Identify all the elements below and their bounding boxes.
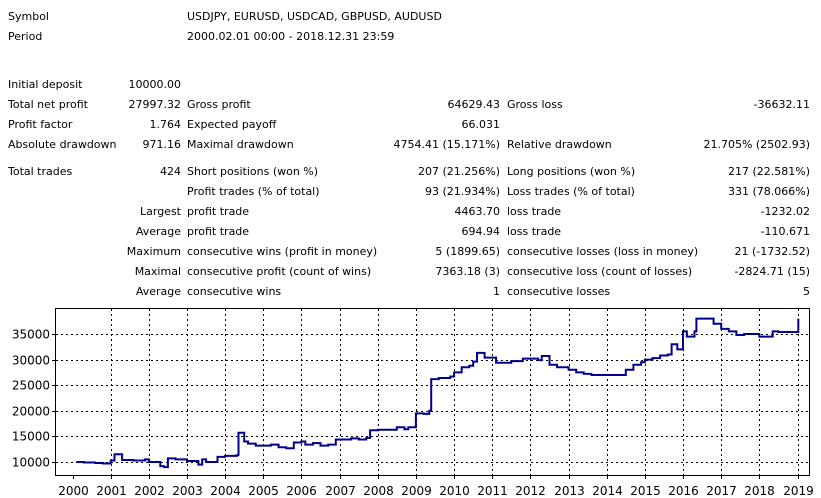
profit-factor-label: Profit factor <box>8 118 73 131</box>
y-tick-label: 25000 <box>12 379 50 393</box>
expected-payoff-value: 66.031 <box>461 118 501 131</box>
profit-factor-value: 1.764 <box>149 118 182 131</box>
short-positions-label: Short positions (won %) <box>187 165 319 178</box>
average-profit-value: 694.94 <box>461 225 501 238</box>
expected-payoff-label: Expected payoff <box>187 118 277 131</box>
symbol-value: USDJPY, EURUSD, USDCAD, GBPUSD, AUDUSD <box>187 10 442 23</box>
x-tick-label: 2000 <box>58 484 89 498</box>
gross-loss-label: Gross loss <box>507 98 563 111</box>
gross-profit-value: 64629.43 <box>447 98 501 111</box>
largest-loss-value: -1232.02 <box>760 205 810 218</box>
period-value: 2000.02.01 00:00 - 2018.12.31 23:59 <box>187 30 395 43</box>
profit-trades-label: Profit trades (% of total) <box>187 185 320 198</box>
avg-consec-label: Average <box>135 285 181 298</box>
total-net-profit-label: Total net profit <box>8 98 88 111</box>
maximal-consec-profit-label: consecutive profit (count of wins) <box>187 265 372 278</box>
average-loss-value: -110.671 <box>760 225 810 238</box>
symbol-label: Symbol <box>8 10 49 23</box>
x-tick-label: 2001 <box>96 484 127 498</box>
y-tick-label: 15000 <box>12 430 50 444</box>
balance-chart-frame <box>55 308 810 476</box>
loss-trades-value: 331 (78.066%) <box>727 185 810 198</box>
x-tick-label: 2009 <box>401 484 432 498</box>
maximum-label: Maximum <box>126 245 181 258</box>
x-tick-label: 2011 <box>477 484 508 498</box>
avg-consec-wins-label: consecutive wins <box>187 285 282 298</box>
short-positions-value: 207 (21.256%) <box>417 165 500 178</box>
maximal-drawdown-label: Maximal drawdown <box>187 138 294 151</box>
relative-drawdown-label: Relative drawdown <box>507 138 612 151</box>
relative-drawdown-value: 21.705% (2502.93) <box>703 138 810 151</box>
total-trades-value: 424 <box>160 165 181 178</box>
y-tick-label: 35000 <box>12 328 50 342</box>
average-loss-label: loss trade <box>507 225 562 238</box>
period-label: Period <box>8 30 43 43</box>
gross-profit-label: Gross profit <box>187 98 251 111</box>
largest-profit-label: profit trade <box>187 205 250 218</box>
maximal-consec-loss-label: consecutive loss (count of losses) <box>507 265 693 278</box>
maximal-label: Maximal <box>134 265 181 278</box>
absolute-drawdown-value: 971.16 <box>142 138 182 151</box>
loss-trades-label: Loss trades (% of total) <box>507 185 635 198</box>
y-tick-label: 30000 <box>12 354 50 368</box>
maximal-consec-profit-value: 7363.18 (3) <box>435 265 500 278</box>
x-tick-label: 2008 <box>363 484 394 498</box>
avg-consec-losses-label: consecutive losses <box>507 285 611 298</box>
y-tick-label: 20000 <box>12 405 50 419</box>
x-tick-label: 2013 <box>554 484 585 498</box>
x-tick-label: 2018 <box>744 484 775 498</box>
avg-consec-wins-value: 1 <box>493 285 500 298</box>
largest-label: Largest <box>140 205 181 218</box>
x-tick-label: 2017 <box>706 484 737 498</box>
absolute-drawdown-label: Absolute drawdown <box>8 138 117 151</box>
x-tick-label: 2015 <box>630 484 661 498</box>
gross-loss-value: -36632.11 <box>753 98 810 111</box>
x-tick-label: 2007 <box>325 484 356 498</box>
average-profit-label: profit trade <box>187 225 250 238</box>
x-tick-label: 2014 <box>592 484 623 498</box>
balance-line <box>76 317 800 469</box>
long-positions-label: Long positions (won %) <box>507 165 636 178</box>
x-tick-label: 2012 <box>515 484 546 498</box>
avg-consec-losses-value: 5 <box>803 285 810 298</box>
max-consec-wins-label: consecutive wins (profit in money) <box>187 245 378 258</box>
initial-deposit-label: Initial deposit <box>8 78 83 91</box>
long-positions-value: 217 (22.581%) <box>727 165 810 178</box>
maximal-consec-loss-value: -2824.71 (15) <box>734 265 810 278</box>
profit-trades-value: 93 (21.934%) <box>424 185 500 198</box>
x-tick-label: 2016 <box>668 484 699 498</box>
x-tick-label: 2005 <box>248 484 279 498</box>
x-tick-label: 2019 <box>783 484 814 498</box>
average-label: Average <box>135 225 181 238</box>
largest-profit-value: 4463.70 <box>454 205 501 218</box>
x-tick-label: 2003 <box>172 484 203 498</box>
max-consec-wins-value: 5 (1899.65) <box>435 245 500 258</box>
total-net-profit-value: 27997.32 <box>128 98 182 111</box>
max-consec-losses-label: consecutive losses (loss in money) <box>507 245 699 258</box>
x-tick-label: 2006 <box>286 484 317 498</box>
max-consec-losses-value: 21 (-1732.52) <box>734 245 810 258</box>
x-tick-label: 2010 <box>439 484 470 498</box>
y-tick-label: 10000 <box>12 456 50 470</box>
x-tick-label: 2002 <box>134 484 165 498</box>
x-tick-label: 2004 <box>210 484 241 498</box>
initial-deposit-value: 10000.00 <box>128 78 182 91</box>
total-trades-label: Total trades <box>8 165 73 178</box>
largest-loss-label: loss trade <box>507 205 562 218</box>
maximal-drawdown-value: 4754.41 (15.171%) <box>393 138 500 151</box>
